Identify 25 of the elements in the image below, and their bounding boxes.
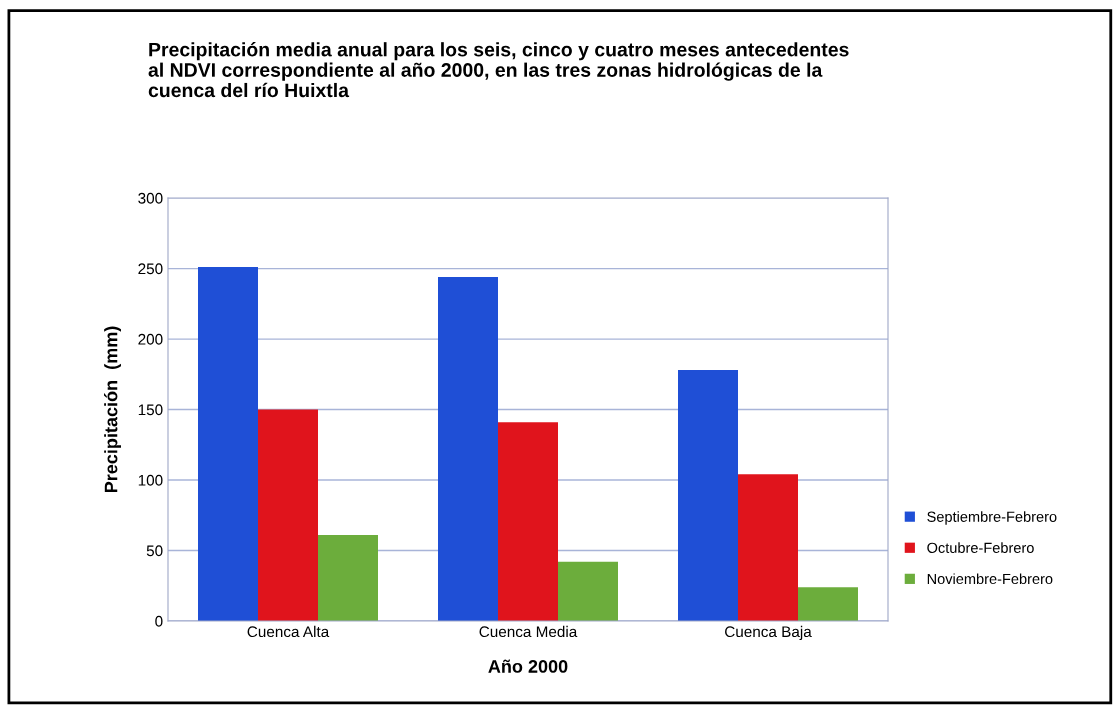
bar (498, 422, 558, 621)
y-tick-label: 250 (138, 263, 163, 275)
y-tick-label: 300 (138, 192, 163, 204)
y-tick-label: 150 (138, 404, 163, 416)
y-tick-label: 50 (146, 545, 163, 557)
bar (558, 561, 618, 621)
bar (258, 409, 318, 621)
bar (798, 587, 858, 621)
y-tick-label: 0 (155, 615, 163, 627)
y-tick-label: 200 (138, 333, 163, 345)
y-tick-label: 100 (138, 474, 163, 486)
bar (318, 534, 378, 621)
legend-label: Noviembre-Febrero (927, 573, 1053, 585)
legend-label: Octubre-Febrero (927, 542, 1034, 553)
x-tick-label: Cuenca Baja (725, 625, 812, 641)
x-tick-label: Cuenca Alta (247, 625, 330, 638)
bar (678, 370, 738, 621)
chart-title: Precipitación media anual para los seis, cinco y cuatro meses antecedentes al NDVI correspondiente al año 2000, en las tres zonas hidrológicas de la cuenca del río Huixtla (148, 42, 849, 98)
x-tick-label: Cuenca Media (479, 625, 578, 638)
bar (438, 276, 498, 621)
legend-label: Septiembre-Febrero (927, 511, 1057, 525)
bar (198, 267, 258, 621)
x-axis-title: Año 2000 (488, 659, 568, 673)
bar (738, 474, 798, 621)
y-axis-title: Precipitación (mm) (104, 326, 121, 493)
